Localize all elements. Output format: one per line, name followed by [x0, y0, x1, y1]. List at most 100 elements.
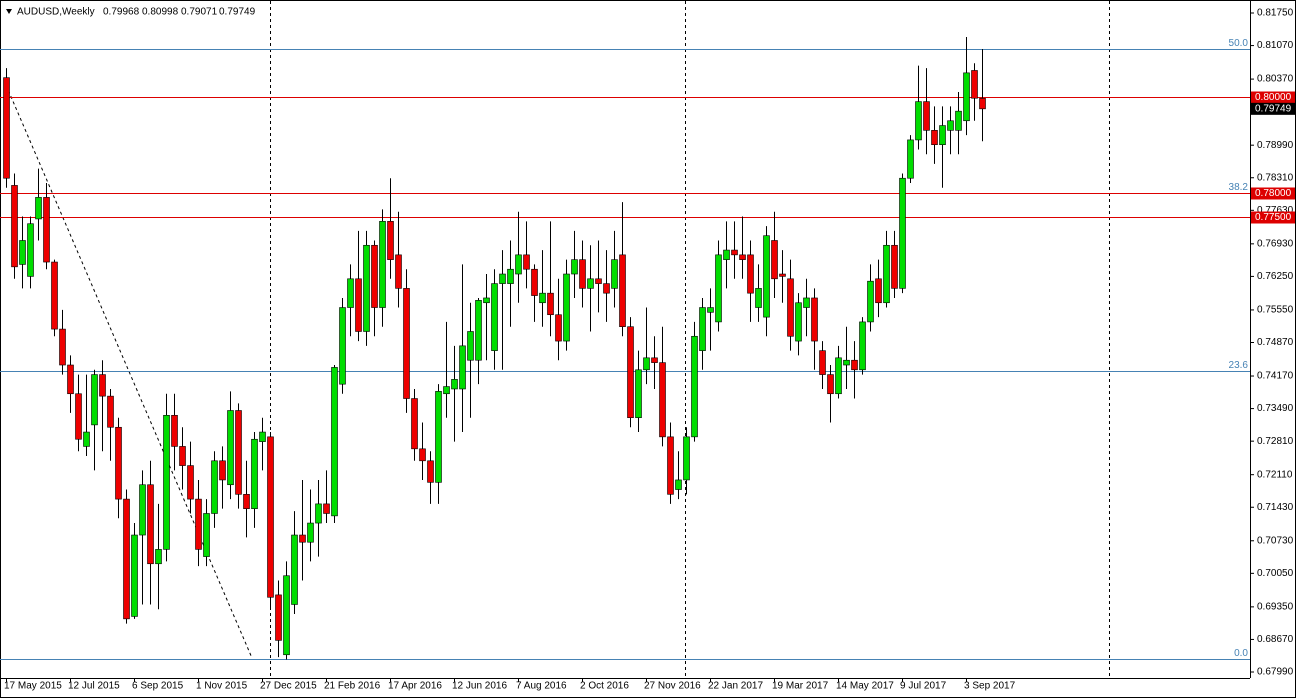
candle-body	[411, 398, 418, 450]
candle-body	[331, 367, 338, 517]
candle-body	[131, 534, 138, 617]
candle-body	[555, 314, 562, 342]
candle-body	[675, 479, 682, 490]
x-tick-label: 12 Jun 2016	[452, 681, 507, 692]
candle-body	[595, 278, 602, 284]
candle-body	[83, 431, 90, 447]
candle-body	[947, 120, 954, 131]
candle-body	[531, 268, 538, 296]
fib-label: 50.0	[1229, 38, 1249, 49]
candle-body	[627, 326, 634, 418]
y-tick-label: 0.67990	[1257, 667, 1294, 678]
candle-body	[299, 534, 306, 543]
y-tick-label: 0.73490	[1257, 403, 1294, 414]
level-price-label: 0.78000	[1255, 188, 1292, 199]
candle-body	[579, 259, 586, 289]
candle-body	[979, 98, 986, 110]
candle-body	[11, 185, 18, 268]
y-tick-label: 0.71430	[1257, 502, 1294, 513]
y-tick-label: 0.81070	[1257, 40, 1294, 51]
candle-body	[819, 350, 826, 375]
candle-body	[3, 77, 10, 179]
candle-body	[75, 393, 82, 440]
level-price-label: 0.77500	[1255, 212, 1292, 223]
y-tick-label: 0.72810	[1257, 436, 1294, 447]
candle-body	[859, 321, 866, 371]
candle-body	[467, 331, 474, 361]
candle-body	[499, 273, 506, 284]
candle-body	[899, 177, 906, 289]
candle-body	[667, 436, 674, 495]
candle-body	[211, 460, 218, 514]
y-tick-label: 0.80370	[1257, 74, 1294, 85]
candle-body	[315, 503, 322, 524]
candle-body	[659, 362, 666, 438]
candle-body	[907, 139, 914, 179]
candle-body	[427, 460, 434, 483]
candle-body	[507, 268, 514, 284]
candle-body	[867, 280, 874, 323]
candle-body	[339, 307, 346, 385]
candle-body	[267, 436, 274, 598]
y-tick-label: 0.81750	[1257, 8, 1294, 19]
candle-body	[243, 494, 250, 509]
candle-body	[115, 426, 122, 500]
x-tick-label: 7 Aug 2016	[516, 681, 567, 692]
candle-body	[59, 328, 66, 366]
candle-body	[475, 300, 482, 361]
candle-body	[563, 273, 570, 342]
candle-body	[91, 374, 98, 426]
candle-body	[251, 438, 258, 509]
candle-body	[603, 283, 610, 294]
candle-body	[707, 307, 714, 313]
candle-body	[803, 297, 810, 308]
y-tick-label: 0.72110	[1257, 469, 1293, 480]
trend-line	[5, 84, 253, 659]
candle-body	[275, 594, 282, 641]
x-tick-label: 2 Oct 2016	[580, 681, 629, 692]
candle-body	[731, 249, 738, 256]
candle-body	[235, 410, 242, 495]
candle-body	[443, 386, 450, 395]
candle-body	[875, 278, 882, 304]
candle-body	[491, 283, 498, 351]
menu-triangle	[6, 9, 12, 14]
y-tick-label: 0.76250	[1257, 271, 1294, 282]
x-tick-label: 17 Apr 2016	[388, 681, 442, 692]
candle-body	[851, 359, 858, 371]
header-open: 0.79968	[103, 7, 140, 18]
candle-body	[691, 335, 698, 438]
candle-body	[355, 278, 362, 332]
candle-body	[67, 364, 74, 395]
header-low: 0.79071	[181, 7, 218, 18]
fib-label: 0.0	[1234, 648, 1248, 659]
candle-body	[27, 223, 34, 277]
current-price-box	[1251, 102, 1295, 115]
candle-body	[155, 549, 162, 565]
current-price-label: 0.79749	[1255, 103, 1292, 114]
candle-body	[147, 484, 154, 565]
candle-body	[939, 125, 946, 146]
candle-body	[587, 278, 594, 289]
candle-body	[283, 575, 290, 656]
fib-label: 38.2	[1229, 182, 1249, 193]
candle-body	[643, 357, 650, 371]
candle-body	[323, 503, 330, 514]
x-tick-label: 22 Jan 2017	[708, 681, 763, 692]
header-high: 0.80998	[142, 7, 179, 18]
candle-body	[699, 307, 706, 351]
candle-body	[755, 288, 762, 308]
candle-body	[395, 254, 402, 289]
candle-body	[771, 240, 778, 280]
candle-body	[35, 197, 42, 220]
x-tick-label: 14 May 2017	[836, 681, 894, 692]
candle-body	[259, 431, 266, 442]
symbol: AUDUSD,Weekly	[17, 7, 95, 18]
x-tick-label: 6 Sep 2015	[132, 681, 184, 692]
candle-body	[171, 414, 178, 447]
candle-body	[795, 302, 802, 342]
y-tick-label: 0.77630	[1257, 205, 1294, 216]
candle-body	[403, 288, 410, 399]
candle-body	[123, 498, 130, 620]
